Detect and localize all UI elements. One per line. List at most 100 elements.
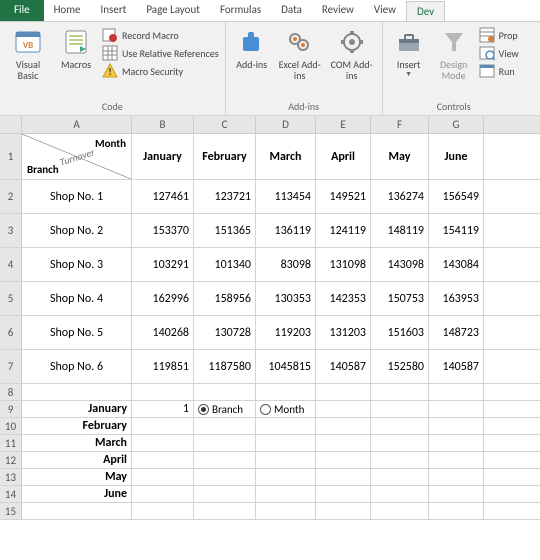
row-header-9[interactable]: 9 <box>0 401 22 417</box>
cell[interactable] <box>194 435 256 451</box>
com-addins-button[interactable]: COM Add-ins <box>328 25 376 100</box>
column-header-B[interactable]: B <box>132 116 194 133</box>
cell[interactable] <box>256 469 316 485</box>
cell[interactable] <box>132 418 194 434</box>
cell[interactable] <box>194 452 256 468</box>
cell[interactable] <box>316 435 371 451</box>
column-header-G[interactable]: G <box>429 116 484 133</box>
cell[interactable] <box>132 503 194 519</box>
cell[interactable] <box>371 452 429 468</box>
cell[interactable] <box>429 452 484 468</box>
select-all-corner[interactable] <box>0 116 22 133</box>
cell[interactable]: February <box>194 134 256 179</box>
cell[interactable]: January <box>132 134 194 179</box>
menu-view[interactable]: View <box>364 0 406 21</box>
cell[interactable] <box>132 486 194 502</box>
row-header-15[interactable]: 15 <box>0 503 22 519</box>
cell[interactable]: 1 <box>132 401 194 417</box>
run-dialog-button[interactable]: Run <box>479 63 519 79</box>
cell[interactable]: 130728 <box>194 316 256 349</box>
cell[interactable]: 1045815 <box>256 350 316 383</box>
cell[interactable] <box>132 469 194 485</box>
cell[interactable]: Shop No. 4 <box>22 282 132 315</box>
row-header-4[interactable]: 4 <box>0 248 22 281</box>
menu-insert[interactable]: Insert <box>91 0 137 21</box>
row-header-5[interactable]: 5 <box>0 282 22 315</box>
cell[interactable] <box>22 384 132 400</box>
row-header-13[interactable]: 13 <box>0 469 22 485</box>
column-header-C[interactable]: C <box>194 116 256 133</box>
cell[interactable] <box>429 384 484 400</box>
cell[interactable] <box>371 401 429 417</box>
cell[interactable]: April <box>22 452 132 468</box>
cell[interactable]: 1187580 <box>194 350 256 383</box>
cell[interactable]: 119851 <box>132 350 194 383</box>
row-header-10[interactable]: 10 <box>0 418 22 434</box>
cell[interactable] <box>316 418 371 434</box>
radio-branch[interactable]: Branch <box>198 403 243 416</box>
cell[interactable] <box>256 452 316 468</box>
cell[interactable]: Shop No. 5 <box>22 316 132 349</box>
cell[interactable] <box>316 469 371 485</box>
cell[interactable]: April <box>316 134 371 179</box>
cell[interactable]: February <box>22 418 132 434</box>
cell[interactable]: 136119 <box>256 214 316 247</box>
menu-data[interactable]: Data <box>271 0 312 21</box>
cell[interactable] <box>256 486 316 502</box>
cell[interactable]: 143084 <box>429 248 484 281</box>
cell[interactable] <box>429 401 484 417</box>
cell[interactable] <box>429 418 484 434</box>
cell[interactable]: May <box>22 469 132 485</box>
cell[interactable] <box>429 486 484 502</box>
row-header-2[interactable]: 2 <box>0 180 22 213</box>
cell[interactable]: January <box>22 401 132 417</box>
macros-button[interactable]: Macros <box>54 25 98 100</box>
row-header-8[interactable]: 8 <box>0 384 22 400</box>
cell[interactable] <box>256 435 316 451</box>
cell[interactable]: 158956 <box>194 282 256 315</box>
cell[interactable] <box>371 486 429 502</box>
cell[interactable] <box>194 486 256 502</box>
menu-home[interactable]: Home <box>44 0 91 21</box>
cell[interactable] <box>371 384 429 400</box>
cell[interactable]: 113454 <box>256 180 316 213</box>
row-header-7[interactable]: 7 <box>0 350 22 383</box>
cell[interactable] <box>429 435 484 451</box>
cell[interactable]: 143098 <box>371 248 429 281</box>
cell[interactable]: 149521 <box>316 180 371 213</box>
cell[interactable] <box>316 452 371 468</box>
cell[interactable]: 83098 <box>256 248 316 281</box>
cell[interactable] <box>316 503 371 519</box>
cell[interactable]: 148119 <box>371 214 429 247</box>
column-header-D[interactable]: D <box>256 116 316 133</box>
cell[interactable]: March <box>22 435 132 451</box>
cell[interactable] <box>316 384 371 400</box>
view-code-button[interactable]: View <box>479 45 519 61</box>
properties-button[interactable]: Prop <box>479 27 519 43</box>
cell[interactable]: 163953 <box>429 282 484 315</box>
cell[interactable]: 119203 <box>256 316 316 349</box>
cell[interactable]: Shop No. 2 <box>22 214 132 247</box>
use-relative-references-button[interactable]: Use Relative References <box>102 45 219 61</box>
cell[interactable]: 101340 <box>194 248 256 281</box>
cell[interactable]: 124119 <box>316 214 371 247</box>
cell[interactable]: MonthBranchTurnover <box>22 134 132 179</box>
cell[interactable]: 151603 <box>371 316 429 349</box>
cell[interactable]: Month <box>256 401 316 417</box>
cell[interactable] <box>22 503 132 519</box>
insert-control-button[interactable]: Insert▼ <box>389 25 429 100</box>
cell[interactable] <box>132 384 194 400</box>
cell[interactable]: 140268 <box>132 316 194 349</box>
cell[interactable] <box>429 503 484 519</box>
design-mode-button[interactable]: Design Mode <box>433 25 475 100</box>
cell[interactable] <box>194 384 256 400</box>
cell[interactable]: 148723 <box>429 316 484 349</box>
row-header-12[interactable]: 12 <box>0 452 22 468</box>
menu-review[interactable]: Review <box>312 0 364 21</box>
cell[interactable]: May <box>371 134 429 179</box>
addins-button[interactable]: Add-ins <box>232 25 272 100</box>
cell[interactable]: 153370 <box>132 214 194 247</box>
visual-basic-button[interactable]: VB Visual Basic <box>6 25 50 100</box>
cell[interactable]: Shop No. 1 <box>22 180 132 213</box>
cell[interactable] <box>132 452 194 468</box>
